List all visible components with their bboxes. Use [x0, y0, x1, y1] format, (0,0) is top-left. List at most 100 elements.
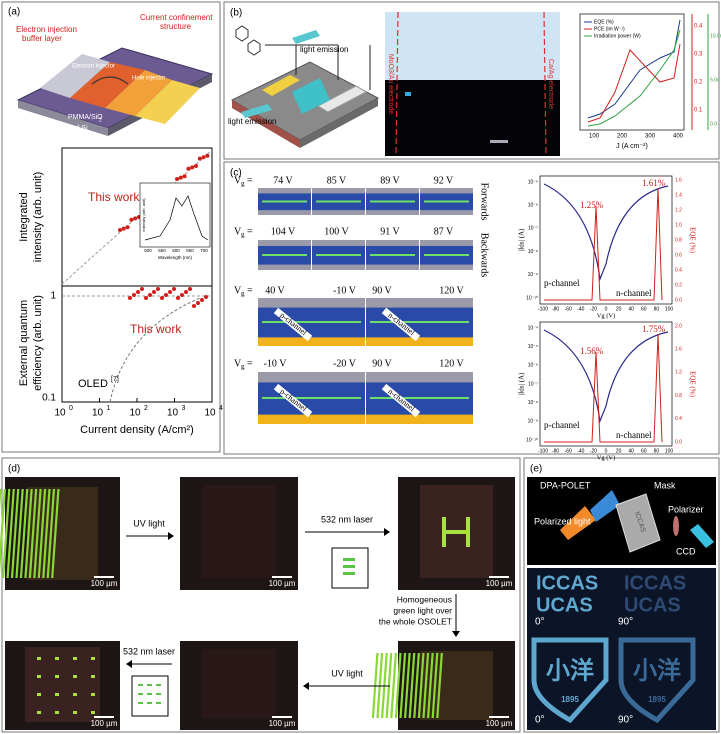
data-point: [125, 225, 130, 230]
panel-frame: [223, 161, 720, 455]
tick-label: 0: [69, 405, 73, 412]
emission-text: ICCAS: [624, 572, 686, 594]
tick-label: 1: [107, 405, 111, 412]
step-label: green light over: [393, 605, 452, 615]
device-area: [25, 647, 100, 722]
channel: [292, 78, 330, 114]
legend-entry: EQE (%): [594, 19, 614, 25]
electrode-edge: [395, 11, 399, 157]
voltage-label: 74 V: [273, 175, 293, 186]
tick-label: -60: [565, 306, 572, 312]
molecule: [235, 25, 261, 56]
step-label: the whole OSOLET: [379, 616, 452, 626]
annotation: 1.25%: [580, 200, 604, 210]
tick-label: 300: [645, 134, 656, 140]
angle-label: 0°: [535, 715, 545, 726]
annotation: Polarized light: [534, 516, 591, 526]
data-point: [178, 175, 183, 180]
annotation: 1.56%: [580, 346, 604, 356]
badge: [531, 637, 609, 724]
annotation: Polarizer: [668, 504, 704, 514]
data-point: [192, 304, 196, 308]
tick-label: 10: [167, 408, 179, 419]
tick-label: 10: [129, 408, 141, 419]
tick-label: 10: [92, 408, 104, 419]
data-point: [176, 296, 180, 300]
annotation: p-channel: [544, 420, 580, 430]
tick-label: 0.2: [694, 80, 703, 86]
data-point: [205, 153, 210, 158]
tick-label: 0.0: [675, 439, 682, 445]
emission-stripe: [15, 489, 24, 578]
tick-label: -20: [590, 448, 597, 454]
electrode: [312, 188, 365, 194]
data-point: [188, 287, 192, 291]
emission: [292, 30, 320, 44]
step-label: 532 nm laser: [123, 646, 175, 656]
axis-title: |Ids| (A): [518, 372, 526, 395]
tick-label: 0: [605, 448, 608, 454]
electrode: [262, 75, 300, 96]
annotation: CCD: [676, 546, 696, 556]
panel-label: (e): [530, 464, 542, 475]
data-point: [196, 301, 200, 305]
step-label: 532 nm laser: [321, 514, 373, 524]
label: 2: [99, 117, 102, 123]
pattern: [343, 558, 355, 561]
scale-label: 100 µm: [269, 719, 296, 728]
data-point: [148, 293, 152, 297]
annotation: OLED: [78, 378, 108, 390]
tick-label: 0.4: [694, 24, 703, 30]
panel-label: (d): [8, 464, 20, 475]
axis-title: intensity (arb. unit): [32, 172, 44, 262]
voltage-label: 87 V: [434, 226, 454, 237]
scale-bar: [272, 576, 292, 578]
label: structure: [160, 22, 192, 31]
vg-label: g: [241, 290, 245, 298]
data-point: [197, 156, 202, 161]
emission-stripe: [1, 489, 11, 578]
axis-frame: [579, 13, 685, 131]
emission-stripe: [0, 489, 6, 578]
inset-curve: [144, 195, 209, 241]
tick-label: 10⁻⁷: [528, 381, 538, 387]
voltage-label: 100 V: [324, 226, 349, 237]
pattern: [37, 675, 41, 678]
data-point: [194, 164, 198, 168]
tick-label: 40: [628, 306, 634, 312]
direction-label: Backwards: [479, 233, 490, 278]
annotation: MoO3/Au electrode: [387, 54, 394, 114]
axis-title: External quantum: [18, 300, 30, 386]
electrode: [312, 264, 365, 270]
pattern: [138, 702, 143, 704]
data-point: [164, 293, 168, 297]
electrode: [258, 240, 311, 246]
pattern: [55, 657, 59, 660]
tick-label: 10⁻⁹: [528, 272, 538, 278]
emission: [241, 104, 272, 118]
emission-stripe: [390, 653, 397, 718]
scale-label: 100 µm: [486, 719, 513, 728]
annotation: n-channel: [616, 288, 652, 298]
arrow: [273, 307, 313, 342]
pattern: [343, 565, 355, 568]
pattern: [91, 657, 95, 660]
emission-stripe: [10, 489, 20, 578]
axis-title: Current density (A/cm²): [80, 424, 194, 436]
panel-frame: [1, 1, 221, 453]
electrode: [366, 298, 473, 308]
tick-label: 650: [186, 248, 194, 253]
tick-label: 0: [605, 306, 608, 312]
eqe-curve: [544, 187, 663, 301]
electrode: [135, 80, 200, 124]
voltage-label: -20 V: [333, 358, 357, 369]
vg-label: =: [247, 226, 253, 237]
data-point: [182, 174, 187, 179]
emission-stripe: [399, 653, 407, 718]
vg-label: g: [241, 363, 245, 371]
emission-stripe: [19, 489, 29, 578]
label: PMMA/SiO: [68, 114, 103, 121]
emission-stripe: [28, 489, 38, 578]
emission-text: UCAS: [536, 594, 593, 616]
